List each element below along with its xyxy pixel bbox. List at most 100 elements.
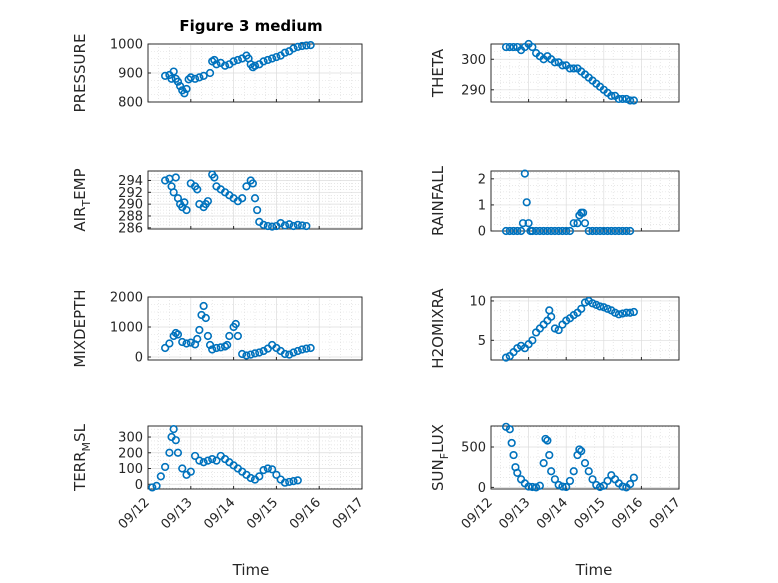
data-point <box>607 91 616 100</box>
data-point <box>208 454 217 464</box>
data-point <box>554 226 563 236</box>
x-tick-label: 09/16 <box>287 495 324 532</box>
y-tick-label: 2000 <box>110 291 143 306</box>
data-point <box>580 298 590 307</box>
data-point <box>520 169 529 178</box>
data-point <box>285 350 294 359</box>
data-point <box>268 465 277 474</box>
data-point <box>223 340 232 350</box>
data-point <box>522 198 531 207</box>
y-axis-label: H2OMIXRA <box>429 288 447 369</box>
data-point <box>161 176 170 185</box>
data-point <box>293 476 302 485</box>
data-point <box>199 71 208 80</box>
data-point <box>528 482 537 492</box>
data-point <box>507 438 516 448</box>
data-point <box>626 308 635 317</box>
data-point <box>186 73 195 82</box>
x-tick-label: 09/14 <box>534 495 571 532</box>
data-point <box>259 220 268 229</box>
y-tick-label: 0 <box>135 478 143 493</box>
axes-frame <box>490 296 680 361</box>
data-point <box>195 73 204 82</box>
data-point <box>246 350 255 359</box>
data-point <box>182 339 191 348</box>
data-point <box>161 343 170 353</box>
data-point <box>293 42 302 52</box>
data-point <box>565 64 575 73</box>
data-point <box>190 74 200 83</box>
data-point <box>554 480 563 490</box>
x-tick-label: 09/15 <box>244 495 281 532</box>
data-point <box>233 331 242 341</box>
data-point <box>535 481 544 490</box>
data-point <box>242 182 251 191</box>
data-point <box>165 339 174 348</box>
data-point <box>203 197 213 206</box>
data-point <box>518 219 528 228</box>
y-axis-label: MIXDEPTH <box>71 289 89 367</box>
data-point <box>297 345 307 354</box>
y-tick-label: 0 <box>135 351 143 366</box>
axes-frame <box>147 425 363 490</box>
data-point <box>285 477 294 487</box>
y-tick-label: 1000 <box>110 38 143 53</box>
y-tick-label: 300 <box>118 431 143 446</box>
data-point <box>190 451 200 461</box>
y-tick-label: 290 <box>461 83 486 98</box>
data-point <box>199 458 208 467</box>
plot-area <box>490 425 680 490</box>
panel-1: 800 900 1000 PRESSURE <box>71 34 363 113</box>
y-axis-label: RAINFALL <box>429 165 447 236</box>
y-axis-label: THETA <box>429 48 447 98</box>
data-point <box>573 219 582 228</box>
data-point <box>231 319 240 329</box>
data-point <box>614 310 623 319</box>
data-point <box>182 205 191 215</box>
data-point <box>595 226 605 236</box>
data-point <box>148 483 157 492</box>
data-point <box>268 222 277 231</box>
panel-8: 0 500 09/12 09/13 09/14 09/15 09/16 09/17 SUNFLU… <box>429 422 684 532</box>
x-tick-label: 09/17 <box>330 495 367 532</box>
data-point <box>203 456 213 465</box>
data-point <box>306 41 315 50</box>
x-axis-label-left: Time <box>232 561 270 579</box>
data-point <box>238 194 247 203</box>
axes-frame <box>490 43 680 103</box>
data-point <box>289 477 298 486</box>
y-tick-label: 286 <box>118 221 143 236</box>
y-tick-label: 10 <box>469 294 486 309</box>
axes-frame <box>147 296 363 361</box>
data-point <box>622 226 631 236</box>
data-point <box>562 226 571 236</box>
data-point <box>516 226 526 236</box>
y-tick-label: 1 <box>478 198 486 213</box>
data-point <box>253 205 262 215</box>
data-point <box>588 299 597 308</box>
data-point <box>186 338 195 347</box>
data-point <box>524 482 533 491</box>
data-point <box>505 42 514 52</box>
data-point <box>532 226 541 236</box>
data-point <box>210 173 219 182</box>
data-point <box>539 459 548 468</box>
data-point <box>255 472 264 481</box>
data-point <box>165 448 174 457</box>
y-tick-label: 2 <box>478 172 486 187</box>
y-axis-label: PRESSURE <box>71 34 89 113</box>
x-tick-label: 09/16 <box>609 495 646 532</box>
data-point <box>626 480 635 489</box>
data-point <box>263 221 272 231</box>
y-tick-label: 500 <box>461 441 486 456</box>
x-tick-label: 09/13 <box>159 495 196 532</box>
x-tick-label: 09/12 <box>459 495 496 532</box>
data-point <box>176 81 185 91</box>
data-point <box>618 309 627 318</box>
data-point <box>577 446 586 456</box>
data-point <box>208 345 217 354</box>
data-point <box>173 448 183 457</box>
data-point <box>599 303 608 312</box>
x-tick-label: 09/15 <box>572 495 609 532</box>
